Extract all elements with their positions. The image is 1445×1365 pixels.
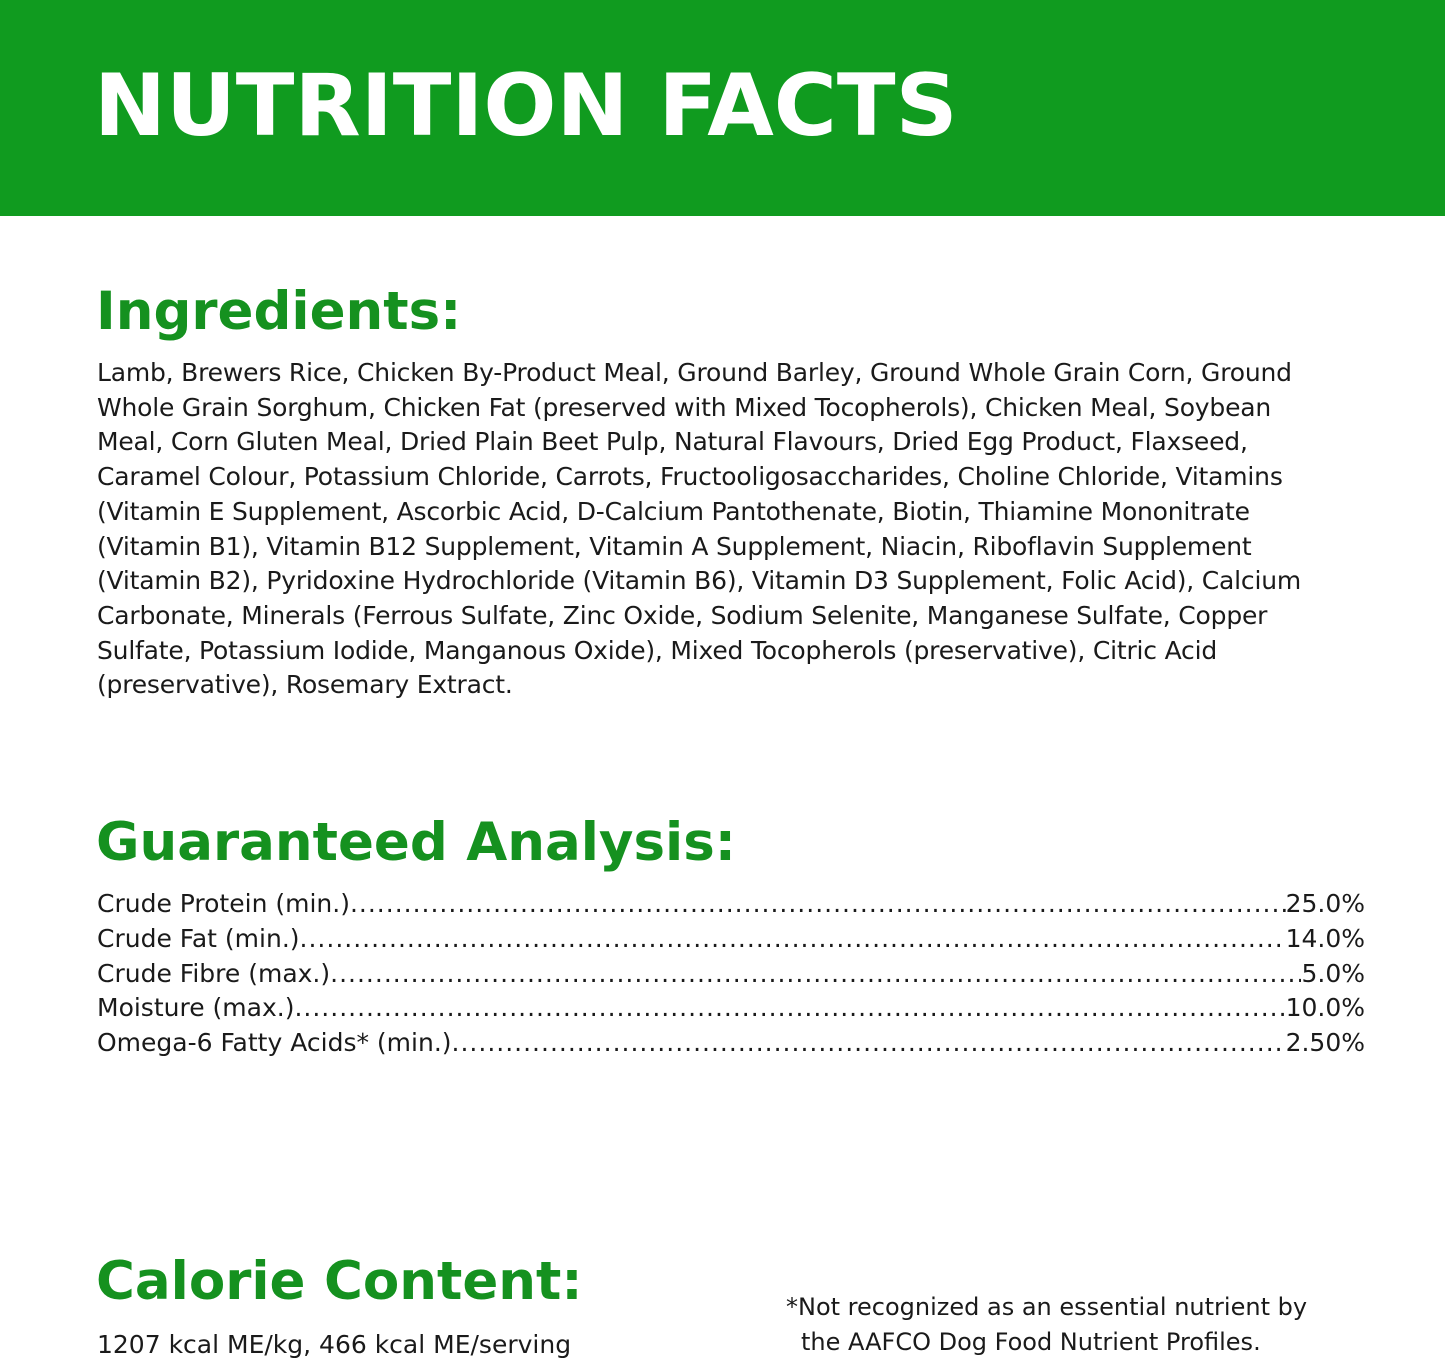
analysis-value: 14.0% [1285, 923, 1365, 953]
analysis-label: Moisture (max.) [97, 993, 295, 1023]
footnote-line: *Not recognized as an essential nutrient… [786, 1293, 1308, 1321]
page-title: NUTRITION FACTS [94, 56, 958, 156]
dot-leader [330, 957, 1301, 992]
analysis-value: 25.0% [1285, 889, 1365, 918]
aafco-footnote: *Not recognized as an essential nutrient… [786, 1290, 1386, 1360]
analysis-row-omega-6: Omega-6 Fatty Acids* (min.) 2.50% [97, 1026, 1365, 1061]
dot-leader [294, 991, 1285, 1026]
calorie-content-value: 1207 kcal ME/kg, 466 kcal ME/serving [97, 1330, 572, 1359]
footnote-line: the AAFCO Dog Food Nutrient Profiles. [801, 1328, 1261, 1356]
calorie-content-heading: Calorie Content: [96, 1251, 583, 1312]
analysis-label: Crude Fibre (max.) [97, 958, 331, 988]
analysis-value: 2.50% [1285, 1028, 1365, 1058]
analysis-row-crude-fibre: Crude Fibre (max.) 5.0% [97, 957, 1365, 992]
analysis-row-crude-fat: Crude Fat (min.) 14.0% [97, 922, 1365, 957]
analysis-row-moisture: Moisture (max.) 10.0% [97, 991, 1365, 1026]
dot-leader [300, 922, 1286, 957]
dot-leader [452, 1026, 1286, 1061]
guaranteed-analysis-table: Crude Protein (min.) 25.0% Crude Fat (mi… [97, 887, 1365, 1061]
analysis-value: 5.0% [1301, 958, 1365, 988]
analysis-label: Crude Fat (min.) [97, 923, 300, 953]
ingredients-heading: Ingredients: [96, 281, 462, 342]
analysis-row-crude-protein: Crude Protein (min.) 25.0% [97, 887, 1365, 922]
dot-leader [350, 887, 1286, 922]
title-banner: NUTRITION FACTS [0, 0, 1445, 216]
guaranteed-analysis-heading: Guaranteed Analysis: [96, 812, 736, 873]
analysis-label: Crude Protein (min.) [97, 889, 350, 918]
ingredients-list: Lamb, Brewers Rice, Chicken By-Product M… [97, 358, 1301, 700]
analysis-label: Omega-6 Fatty Acids* (min.) [97, 1028, 452, 1058]
analysis-value: 10.0% [1285, 993, 1365, 1023]
